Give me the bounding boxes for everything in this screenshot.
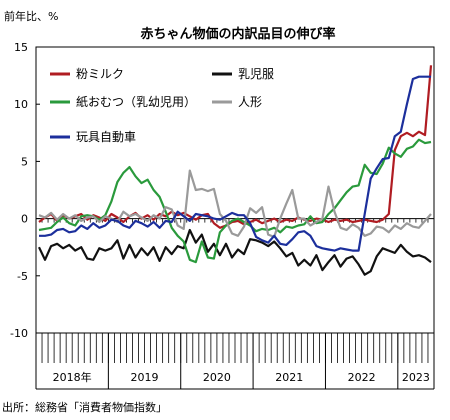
y-tick-label: 10: [14, 98, 28, 111]
legend-label: 玩具自動車: [76, 130, 136, 144]
legend-label: 乳児服: [238, 67, 274, 81]
series-line-2: [38, 228, 432, 276]
y-tick-label: 5: [21, 155, 28, 168]
y-unit-label: 前年比、%: [4, 9, 58, 23]
x-year-label: 2018年: [53, 370, 92, 384]
chart-title: 赤ちゃん物価の内訳品目の伸び率: [140, 26, 335, 42]
legend-label: 人形: [238, 95, 262, 109]
y-tick-label: 15: [14, 41, 28, 54]
source-note: 出所：総務省「消費者物価指数」: [2, 400, 167, 414]
x-year-label: 2022: [348, 371, 376, 384]
y-tick-label: -10: [10, 327, 28, 340]
legend-label: 紙おむつ（乳幼児用）: [76, 94, 196, 109]
x-year-label: 2020: [203, 371, 231, 384]
plot-frame: [35, 46, 435, 334]
series-line-5: [39, 75, 431, 252]
x-year-label: 2019: [131, 371, 159, 384]
y-tick-label: 0: [21, 213, 28, 226]
series-line-1: [38, 65, 433, 229]
y-tick-label: -5: [17, 270, 28, 283]
x-year-label: 2021: [275, 371, 303, 384]
x-year-label: 2023: [402, 371, 430, 384]
legend-label: 粉ミルク: [76, 67, 124, 81]
series-line-3: [38, 138, 432, 264]
series-line-4: [38, 169, 432, 238]
